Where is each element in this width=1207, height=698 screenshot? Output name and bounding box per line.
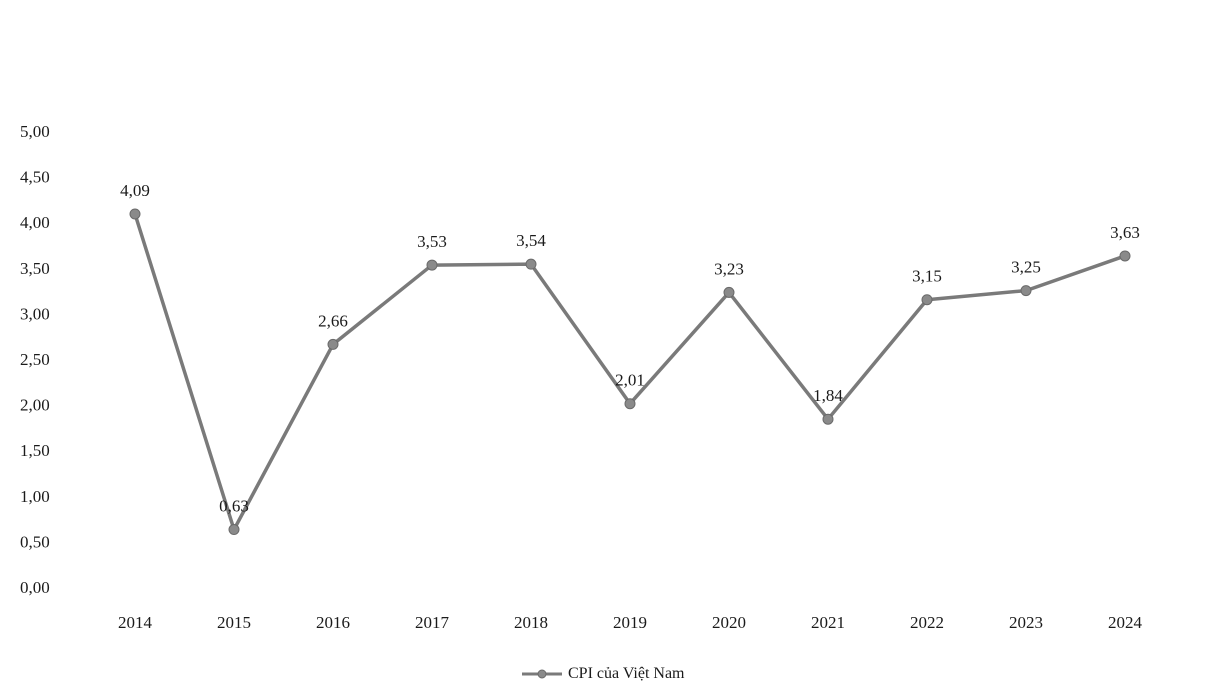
data-point [327, 338, 339, 350]
y-tick-label: 1,00 [20, 487, 50, 506]
x-tick-label: 2023 [1009, 613, 1043, 632]
data-point [426, 259, 438, 271]
y-tick-label: 4,00 [20, 213, 50, 232]
legend: CPI của Việt Nam [520, 662, 685, 686]
data-point [525, 258, 537, 270]
y-tick-label: 2,00 [20, 396, 50, 415]
data-label: 2,66 [318, 311, 348, 330]
x-tick-label: 2020 [712, 613, 746, 632]
data-label: 1,84 [813, 386, 843, 405]
x-tick-label: 2018 [514, 613, 548, 632]
data-point [1020, 285, 1032, 297]
y-tick-label: 5,00 [20, 122, 50, 141]
x-tick-label: 2017 [415, 613, 450, 632]
data-point [624, 398, 636, 410]
data-label: 0,63 [219, 497, 249, 516]
data-point [723, 286, 735, 298]
data-label: 3,53 [417, 232, 447, 251]
y-tick-label: 4,50 [20, 168, 50, 187]
data-point [822, 413, 834, 425]
data-point [921, 294, 933, 306]
y-tick-label: 0,00 [20, 578, 50, 597]
y-tick-label: 3,00 [20, 304, 50, 323]
data-label: 4,09 [120, 181, 150, 200]
x-tick-label: 2016 [316, 613, 350, 632]
y-tick-label: 2,50 [20, 350, 50, 369]
data-point [129, 208, 141, 220]
y-tick-label: 3,50 [20, 259, 50, 278]
data-point [228, 524, 240, 536]
x-tick-label: 2015 [217, 613, 251, 632]
x-tick-label: 2022 [910, 613, 944, 632]
data-label: 3,23 [714, 259, 744, 278]
y-tick-label: 0,50 [20, 532, 50, 551]
y-tick-label: 1,50 [20, 441, 50, 460]
x-tick-label: 2021 [811, 613, 845, 632]
legend-line-marker-icon [522, 669, 562, 679]
data-label: 3,15 [912, 267, 942, 286]
data-label: 3,25 [1011, 258, 1041, 277]
data-label: 3,54 [516, 231, 546, 250]
data-label: 3,63 [1110, 223, 1140, 242]
data-label: 2,01 [615, 371, 645, 390]
x-tick-label: 2014 [118, 613, 153, 632]
data-point [1119, 250, 1131, 262]
legend-label: CPI của Việt Nam [568, 665, 685, 682]
x-tick-label: 2024 [1108, 613, 1143, 632]
x-tick-label: 2019 [613, 613, 647, 632]
